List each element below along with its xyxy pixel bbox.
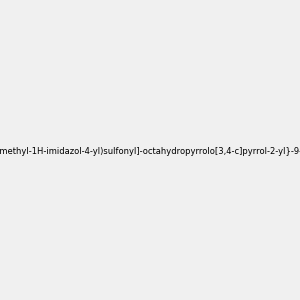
Text: 6-{5-[(1-ethyl-2-methyl-1H-imidazol-4-yl)sulfonyl]-octahydropyrrolo[3,4-c]pyrrol: 6-{5-[(1-ethyl-2-methyl-1H-imidazol-4-yl… — [0, 147, 300, 156]
